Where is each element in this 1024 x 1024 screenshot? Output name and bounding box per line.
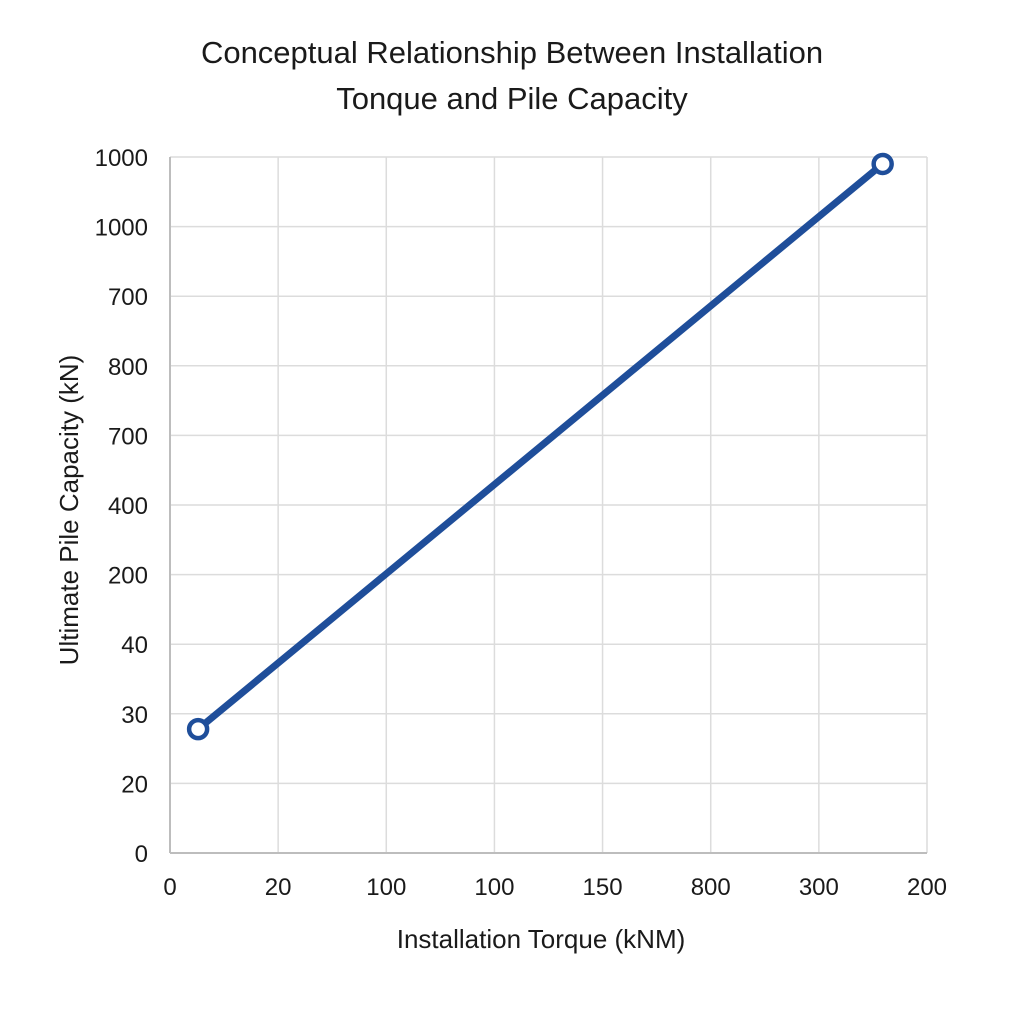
y-tick-label: 200	[108, 563, 148, 590]
y-tick-label: 1000	[95, 145, 148, 172]
y-tick-label: 700	[108, 423, 148, 450]
y-tick-label: 700	[108, 284, 148, 311]
x-tick-label: 0	[163, 874, 176, 901]
y-tick-labels: 0 20 30 40 200 400 700 800 700 1000 1000	[95, 145, 148, 868]
axes	[169, 157, 927, 854]
y-tick-label: 800	[108, 354, 148, 381]
x-tick-label: 20	[265, 874, 292, 901]
series	[186, 152, 894, 741]
chart-title-line-1: Conceptual Relationship Between Installa…	[200, 35, 824, 70]
series-line	[194, 160, 887, 733]
y-tick-label: 400	[108, 493, 148, 520]
x-tick-label: 150	[583, 874, 623, 901]
x-tick-label: 800	[691, 874, 731, 901]
y-tick-label: 40	[121, 632, 148, 659]
x-tick-label: 100	[366, 874, 406, 901]
x-tick-label: 300	[799, 874, 839, 901]
x-axis-title: Installation Torque (kNM)	[397, 924, 686, 954]
chart-title: Conceptual Relationship Between Installa…	[0, 30, 1024, 122]
x-tick-labels: 0 20 100 100 150 800 300 200	[163, 874, 947, 901]
y-tick-label: 0	[135, 841, 148, 868]
y-tick-label: 1000	[95, 215, 148, 242]
y-tick-label: 30	[121, 702, 148, 729]
data-point-marker	[186, 717, 210, 741]
x-tick-label: 100	[474, 874, 514, 901]
x-tick-label: 200	[907, 874, 947, 901]
y-axis-title: Ultimate Pile Capacity (kN)	[54, 355, 84, 666]
grid-lines	[170, 156, 928, 853]
chart-title-line-2: Tonque and Pile Capacity	[336, 81, 688, 116]
data-point-marker	[871, 152, 894, 176]
y-tick-label: 20	[121, 771, 148, 798]
